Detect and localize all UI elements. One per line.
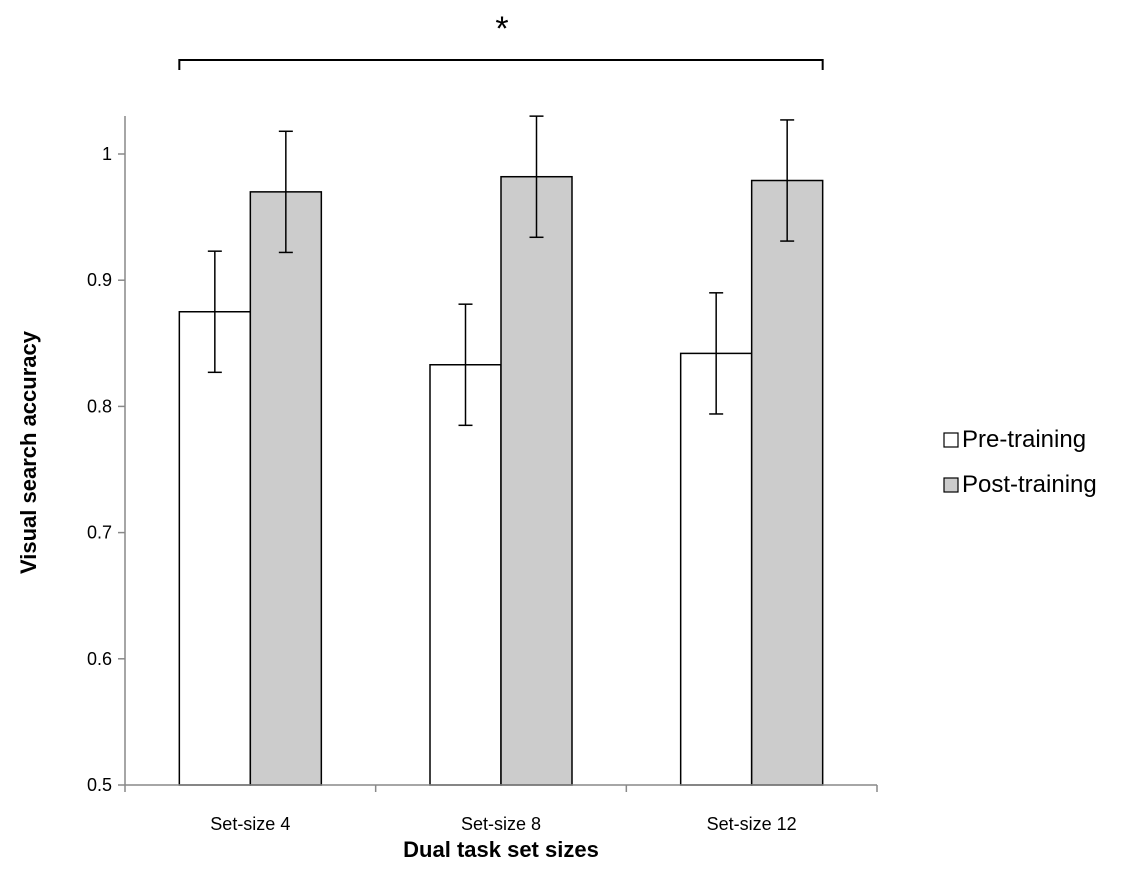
significance-annotation: *: [178, 10, 824, 70]
x-axis-title: Dual task set sizes: [403, 837, 599, 862]
x-ticks: Set-size 4 Set-size 8 Set-size 12: [124, 785, 878, 834]
bar-post-1: [249, 191, 323, 786]
bars-layer: [178, 175, 824, 786]
bar-post-2: [500, 175, 573, 786]
y-ticks: 0.5 0.6 0.7 0.8 0.9 1: [87, 144, 125, 795]
legend-swatch-post: [943, 477, 959, 493]
significance-bracket: [178, 59, 824, 70]
y-tick-label: 0.5: [87, 775, 112, 795]
legend: Pre-training Post-training: [943, 426, 1097, 498]
x-tick-label: Set-size 8: [461, 814, 541, 834]
bar-post-3: [750, 179, 824, 786]
x-tick-label: Set-size 4: [210, 814, 290, 834]
bar-pre-2: [429, 364, 502, 786]
y-axis-title: Visual search accuracy: [16, 330, 41, 574]
error-bars-layer: [207, 115, 795, 427]
y-tick-label: 0.9: [87, 270, 112, 290]
y-tick-label: 0.7: [87, 523, 112, 543]
legend-label-post: Post-training: [962, 471, 1097, 498]
y-tick-label: 0.6: [87, 649, 112, 669]
legend-swatch-pre: [943, 432, 959, 448]
legend-label-pre: Pre-training: [962, 426, 1086, 453]
bar-pre-3: [679, 352, 753, 786]
y-tick-label: 0.8: [87, 396, 112, 416]
axes: 0.50.60.70.80.91 Set-size 4 Set-size 8 Set…: [87, 116, 878, 834]
significance-star: *: [495, 10, 508, 48]
x-tick-label: Set-size 12: [707, 814, 797, 834]
y-tick-label: 1: [102, 144, 112, 164]
bar-pre-1: [178, 311, 252, 786]
